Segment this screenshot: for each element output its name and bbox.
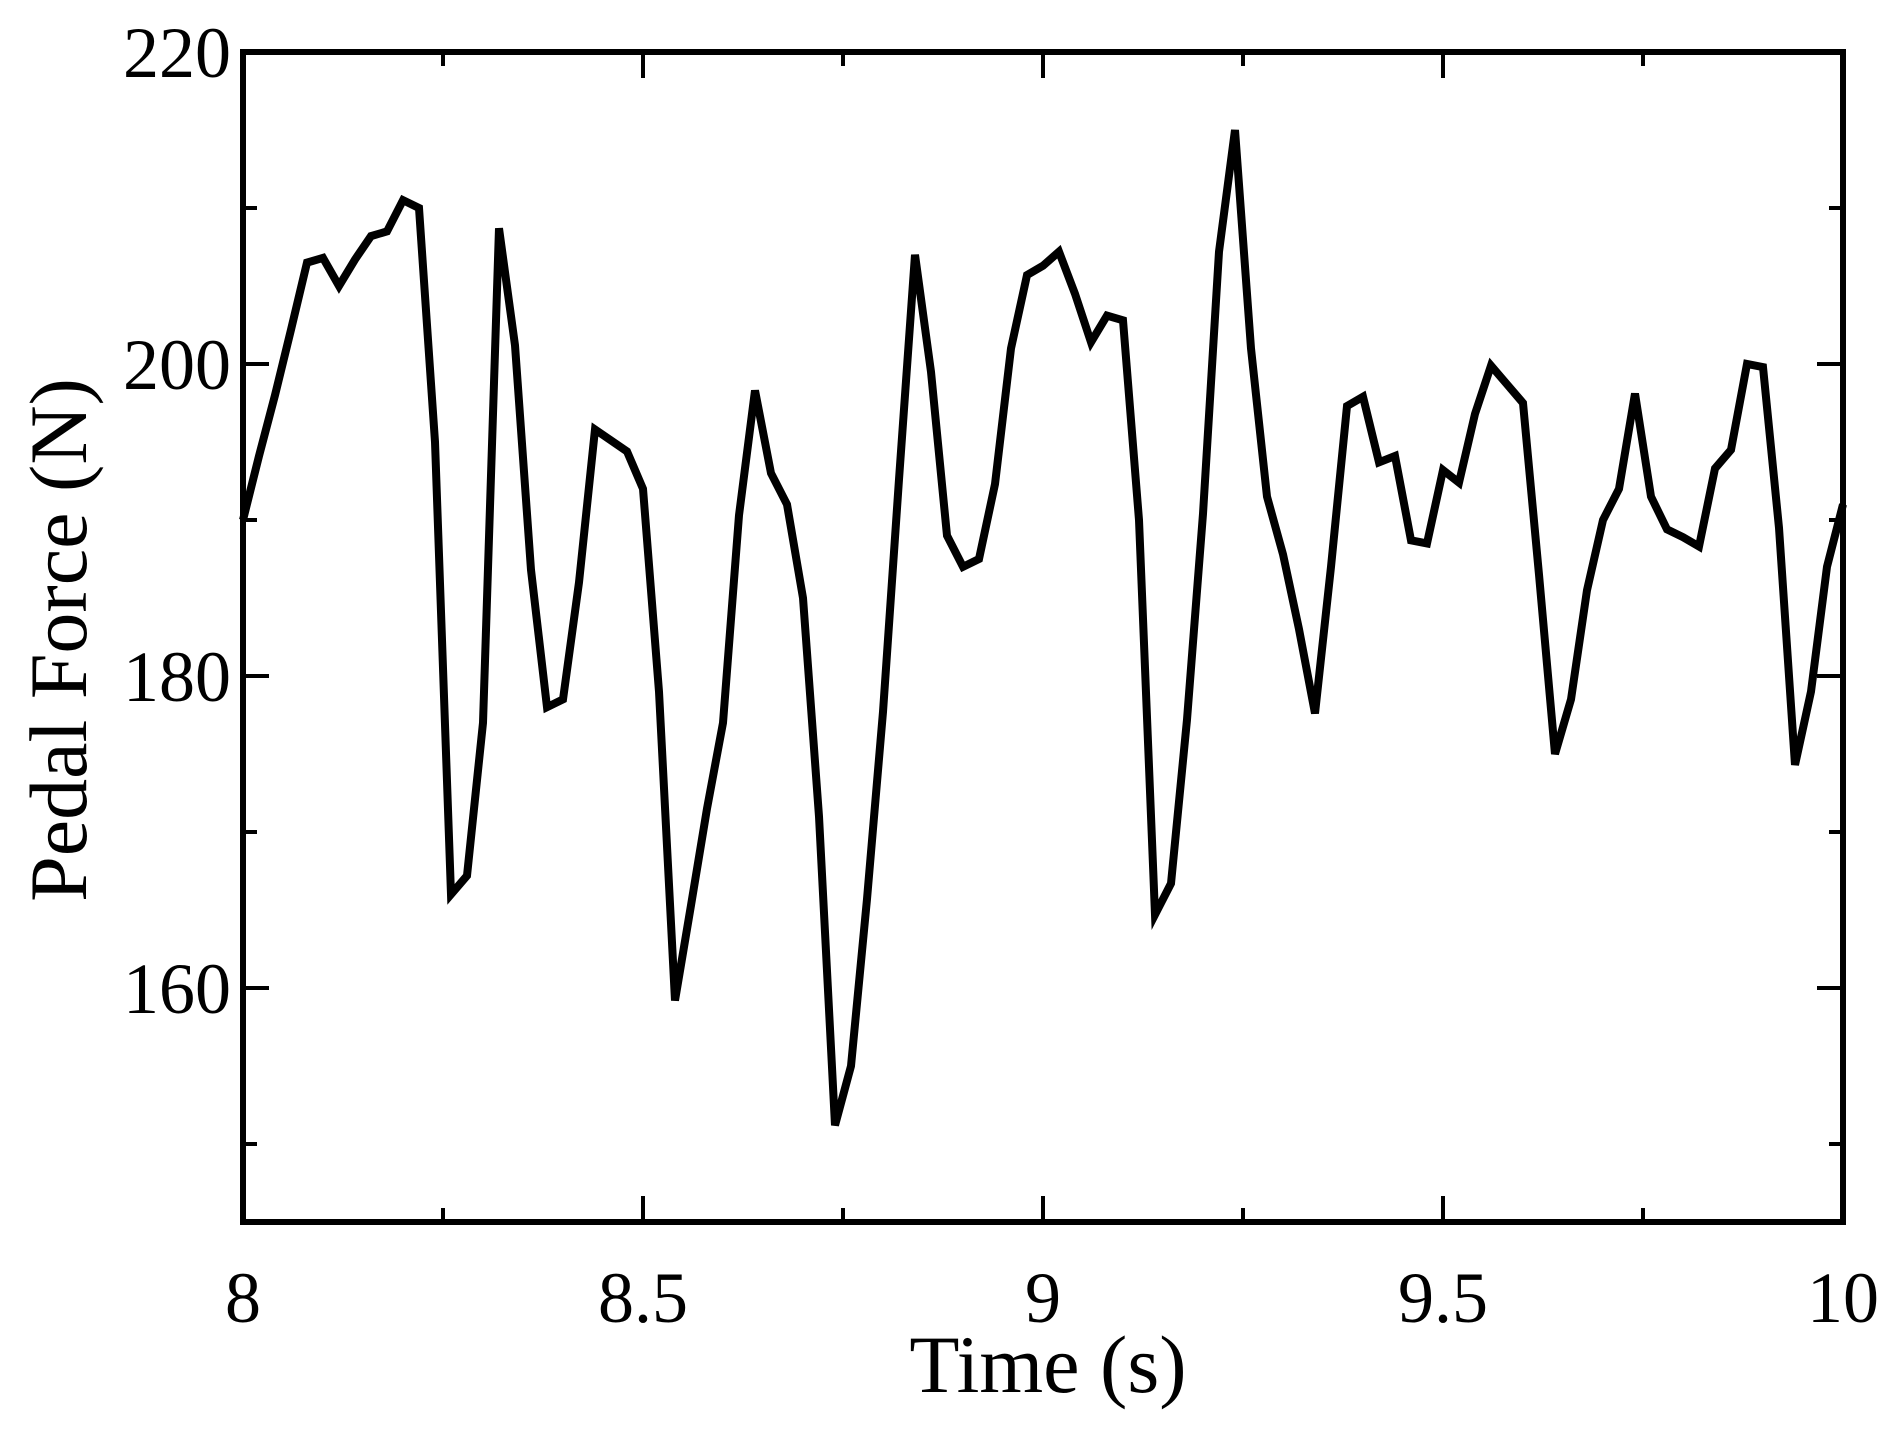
x-tick-label: 8 xyxy=(225,1258,261,1338)
x-tick-label: 8.5 xyxy=(598,1258,688,1338)
y-axis-title: Pedal Force (N) xyxy=(13,378,104,902)
y-tick-label: 180 xyxy=(123,637,231,717)
plot-area xyxy=(239,129,1847,1127)
x-tick-label: 9 xyxy=(1025,1258,1061,1338)
series-line-0 xyxy=(239,129,1847,1127)
y-tick-label: 220 xyxy=(123,13,231,93)
plot-frame xyxy=(240,49,1846,1225)
tick-labels: 8 8.5 9 9.5 10 160 180 200 220 xyxy=(123,13,1879,1338)
y-tick-label: 160 xyxy=(123,949,231,1029)
x-axis-title: Time (s) xyxy=(909,1319,1186,1410)
x-tick-label: 10 xyxy=(1807,1258,1879,1338)
y-tick-label: 200 xyxy=(123,325,231,405)
x-tick-label: 9.5 xyxy=(1398,1258,1488,1338)
